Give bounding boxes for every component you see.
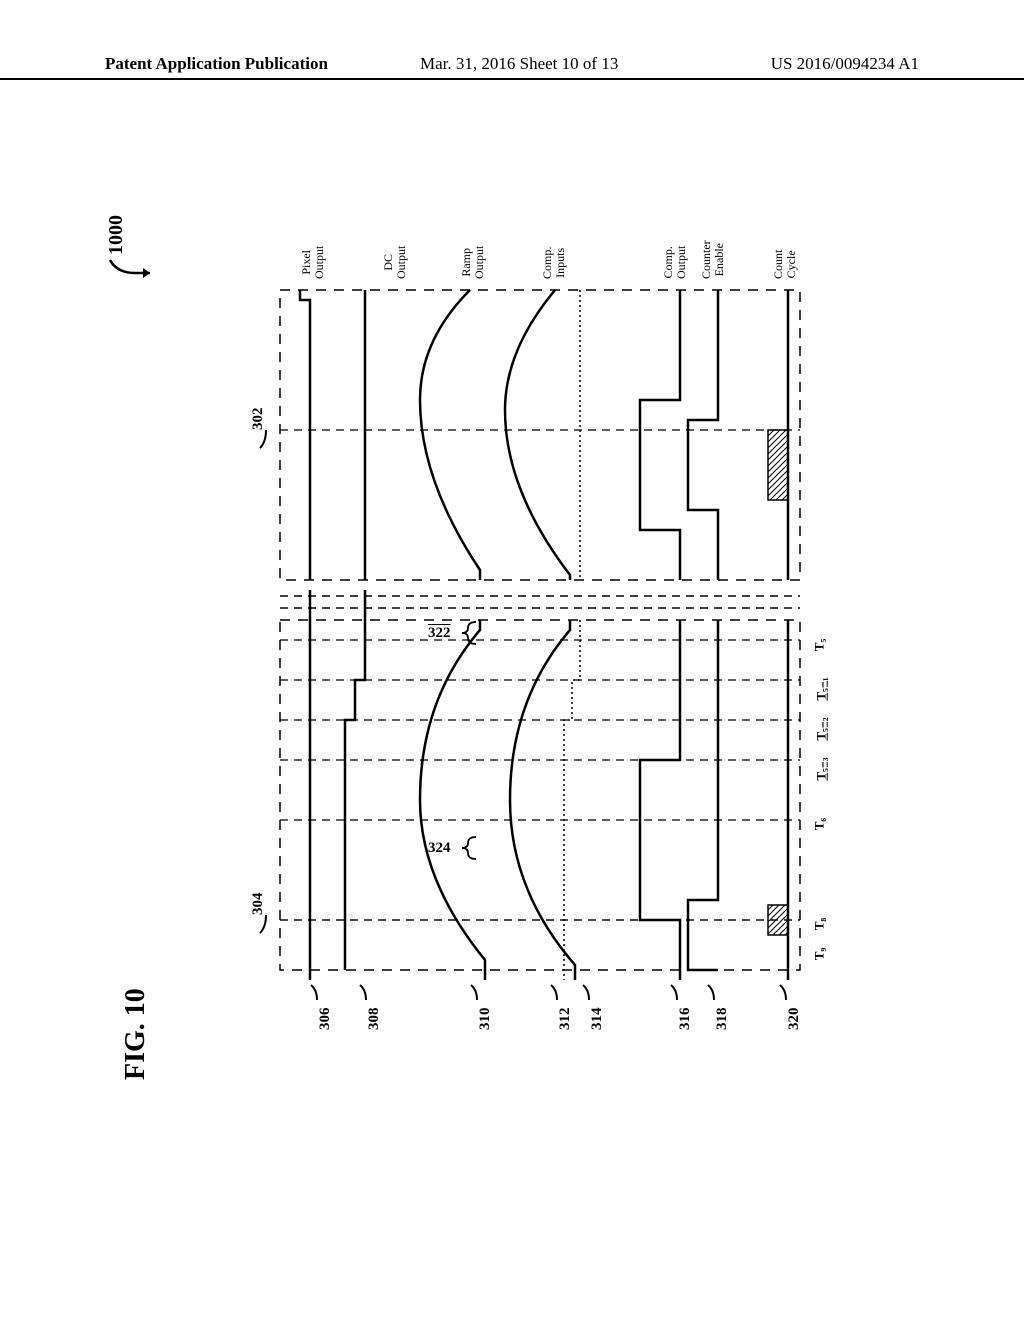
label-ramp-output: Ramp Output	[460, 246, 486, 279]
figure-container: 1000 FIG. 10 Pixel Output DC Output Ramp…	[100, 160, 920, 1120]
ref-304: 304	[250, 893, 267, 916]
header-date-sheet: Mar. 31, 2016 Sheet 10 of 13	[420, 54, 618, 74]
ref-arrow-icon	[105, 255, 165, 285]
label-pixel-output: Pixel Output	[300, 246, 326, 279]
label-count-cycle: Count Cycle	[772, 250, 798, 279]
ref-1000: 1000	[105, 215, 128, 255]
header-patent-number: US 2016/0094234 A1	[771, 54, 919, 74]
page-header: Patent Application Publication Mar. 31, …	[0, 50, 1024, 80]
label-dc-output: DC Output	[382, 246, 408, 279]
label-comp-inputs: Comp. Inputs	[541, 247, 567, 279]
label-comp-output: Comp. Output	[662, 246, 688, 279]
ref-302: 302	[250, 408, 267, 431]
header-publication: Patent Application Publication	[105, 54, 328, 74]
timing-diagram	[270, 280, 830, 1000]
label-counter-enable: Counter Enable	[700, 240, 726, 279]
figure-title: FIG. 10	[120, 988, 152, 1080]
